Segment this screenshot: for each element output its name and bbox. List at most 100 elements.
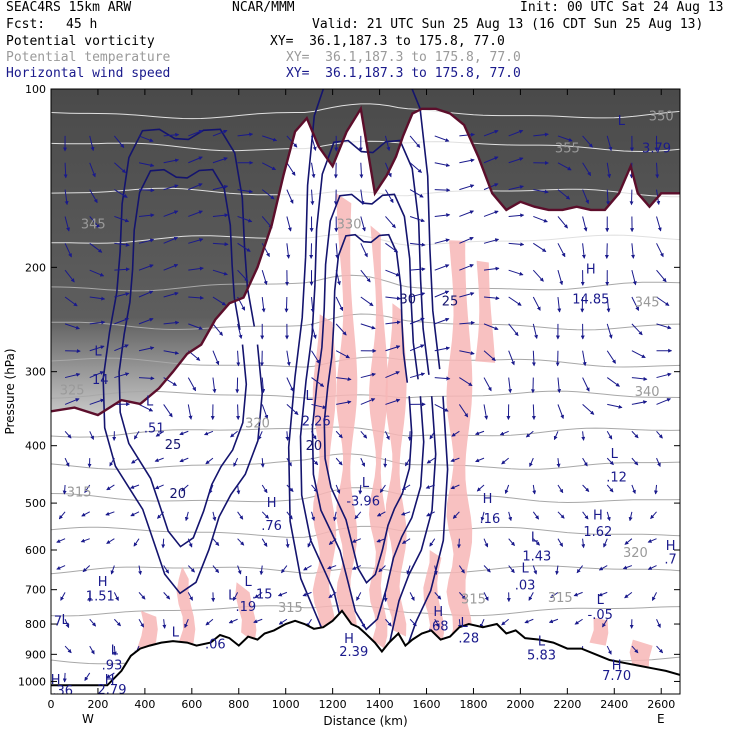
wind-vector xyxy=(501,618,509,626)
wind-vector xyxy=(114,344,129,352)
y-tick-label: 1000 xyxy=(18,675,46,688)
wind-vector xyxy=(656,645,664,654)
x-tick-label: 2400 xyxy=(600,698,628,711)
wind-vector xyxy=(179,430,189,436)
pv-extremum-value: 1.51 xyxy=(86,589,115,604)
wind-vector xyxy=(56,538,66,543)
wind-vector xyxy=(508,185,524,191)
wind-vector xyxy=(656,398,672,405)
wind-vector xyxy=(459,132,475,137)
wind-vector xyxy=(258,431,263,441)
wind-vector xyxy=(58,511,66,520)
wind-vector xyxy=(508,377,513,394)
wind-vector xyxy=(628,511,633,522)
terrain-line xyxy=(51,609,680,687)
wind-speed-label: 30 xyxy=(399,292,416,307)
pv-extremum-marker: L xyxy=(245,575,253,590)
wind-vector xyxy=(237,269,249,282)
wind-vector xyxy=(64,296,78,307)
wind-vector xyxy=(311,457,319,466)
wind-vector xyxy=(606,484,614,493)
wind-vector xyxy=(557,216,568,229)
wind-vector xyxy=(606,377,620,387)
wind-vector xyxy=(508,242,525,247)
wind-vector xyxy=(557,484,564,494)
wind-vector xyxy=(203,430,214,436)
wind-vector xyxy=(409,135,421,148)
wind-vector xyxy=(64,398,80,405)
wind-vector xyxy=(112,646,117,656)
wind-vector xyxy=(154,484,164,490)
fcst-value: 45 h xyxy=(66,17,98,32)
wind-vector xyxy=(138,264,154,271)
wind-speed-contour xyxy=(311,193,425,631)
wind-speed-label: 25 xyxy=(442,295,459,310)
wind-vector xyxy=(458,404,469,418)
wind-vector xyxy=(532,269,544,282)
wind-vector xyxy=(351,538,362,543)
negative-pv-region xyxy=(369,225,388,649)
wind-vector xyxy=(434,346,451,352)
wind-vector xyxy=(130,511,140,517)
pv-extremum-value: 14 xyxy=(92,373,109,388)
wind-vector xyxy=(434,376,451,381)
y-tick-label: 200 xyxy=(25,261,46,274)
wind-vector xyxy=(114,162,127,174)
wind-vector xyxy=(56,565,66,570)
wind-vector xyxy=(452,511,460,519)
wind-vector xyxy=(533,215,548,223)
x-tick-label: 400 xyxy=(134,698,155,711)
theta-label: 325 xyxy=(60,384,85,399)
wind-vector xyxy=(261,484,268,494)
wind-vector xyxy=(385,371,400,379)
wind-vector xyxy=(459,320,475,325)
wind-vector xyxy=(581,243,586,259)
wind-vector xyxy=(82,565,91,573)
y-tick-label: 100 xyxy=(25,83,46,96)
wind-vector xyxy=(286,189,294,204)
wind-vector xyxy=(131,457,140,464)
wind-vector xyxy=(434,403,449,412)
field-name-wind: Horizontal wind speed xyxy=(6,66,171,81)
wind-vector xyxy=(385,242,399,253)
wind-vector xyxy=(84,484,91,494)
wind-vector xyxy=(188,129,203,137)
pv-extremum-marker: L xyxy=(597,593,605,608)
wind-vector xyxy=(656,216,662,232)
wind-vector xyxy=(533,132,549,137)
center-label: NCAR/MMM xyxy=(232,0,295,15)
pv-extremum-marker: H xyxy=(344,632,354,647)
wind-vector xyxy=(557,511,565,519)
wind-vector xyxy=(262,135,278,142)
wind-vector xyxy=(179,457,189,463)
wind-vector xyxy=(434,188,451,193)
theta-label: 315 xyxy=(461,592,486,607)
wind-vector xyxy=(114,242,130,247)
wind-vector xyxy=(360,372,376,379)
wind-vector xyxy=(384,431,390,441)
wind-vector xyxy=(429,431,436,440)
pv-extremum-marker: L xyxy=(172,626,180,641)
wind-vector xyxy=(286,350,291,367)
wind-vector xyxy=(508,129,524,137)
wind-vector xyxy=(354,511,362,520)
wind-vector xyxy=(205,618,214,626)
wind-vector xyxy=(64,619,70,629)
wind-vector xyxy=(531,404,536,421)
pv-extremum-value: .7 xyxy=(664,552,676,567)
x-tick-label: 1600 xyxy=(413,698,441,711)
theta-label: 320 xyxy=(245,417,270,432)
negative-pv-region xyxy=(235,582,257,643)
wind-vector xyxy=(425,484,435,489)
wind-vector xyxy=(631,350,646,359)
pv-extremum-marker: H xyxy=(666,539,676,554)
wind-vector xyxy=(351,565,362,570)
wind-vector xyxy=(64,457,70,467)
wind-vector xyxy=(114,292,130,298)
wind-vector xyxy=(528,592,534,601)
theta-label: 355 xyxy=(555,142,580,157)
wind-vector xyxy=(212,511,217,522)
pv-extremum-value: 1.43 xyxy=(522,550,551,565)
y-tick-label: 500 xyxy=(25,497,46,510)
